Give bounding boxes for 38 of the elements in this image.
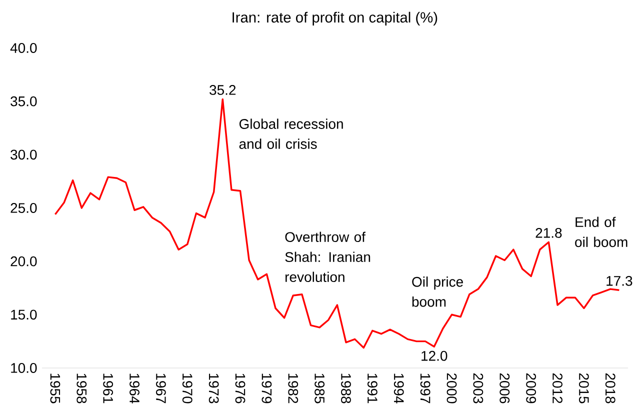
x-tick-label: 1955 <box>50 374 60 404</box>
x-tick-label: 2003 <box>473 373 484 404</box>
annotation: End of oil boom <box>575 216 628 248</box>
y-tick-label: 25.0 <box>10 203 37 213</box>
x-tick-label: 1976 <box>235 374 246 404</box>
x-tick-label: 1994 <box>394 374 404 404</box>
data-label: 35.2 <box>210 85 236 95</box>
y-tick-label: 20.0 <box>10 256 37 266</box>
data-label: 12.0 <box>422 350 448 361</box>
x-tick-label: 1961 <box>103 374 114 404</box>
y-tick-label: 35.0 <box>10 96 37 106</box>
x-tick-label: 1979 <box>262 374 272 404</box>
data-label: 17.3 <box>606 276 632 286</box>
annotation: Overthrow of Shah: Iranian revolution <box>285 232 370 282</box>
annotation: Global recession and oil crisis <box>239 118 343 149</box>
data-label: 21.8 <box>536 228 562 238</box>
x-tick-label: 1988 <box>341 374 351 404</box>
x-tick-label: 1997 <box>420 374 430 404</box>
y-tick-label: 40.0 <box>10 43 37 53</box>
x-tick-label: 1985 <box>314 374 325 404</box>
x-tick-label: 1970 <box>182 374 192 404</box>
x-tick-label: 2015 <box>578 373 589 404</box>
x-tick-label: 2018 <box>605 373 616 404</box>
y-tick-label: 15.0 <box>11 310 37 320</box>
x-tick-label: 1967 <box>156 374 166 404</box>
x-tick-label: 2006 <box>500 373 510 404</box>
x-tick-label: 1982 <box>288 374 298 404</box>
x-tick-label: 2012 <box>552 373 562 404</box>
chart-title: Iran: rate of profit on capital (%) <box>232 12 438 26</box>
y-tick-label: 30.0 <box>10 150 37 160</box>
x-tick-label: 2009 <box>526 373 536 404</box>
x-tick-label: 1973 <box>208 374 219 404</box>
x-tick-label: 1964 <box>130 374 140 404</box>
x-tick-label: 2000 <box>446 373 457 404</box>
y-tick-label: 10.0 <box>11 363 37 373</box>
x-tick-label: 1958 <box>76 374 87 404</box>
x-tick-label: 1991 <box>367 374 378 404</box>
annotation: Oil price boom <box>412 276 463 307</box>
